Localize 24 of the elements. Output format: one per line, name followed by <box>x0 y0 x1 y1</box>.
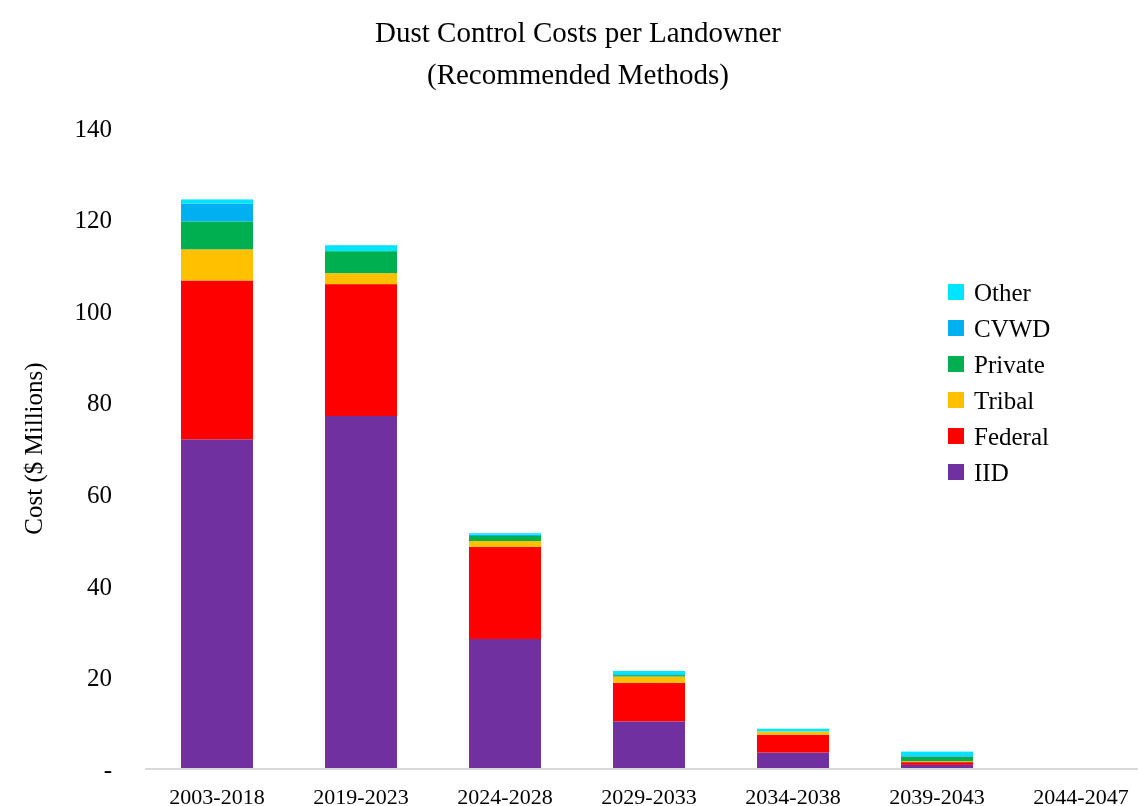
y-tick-label: 60 <box>87 481 112 509</box>
legend-label: IID <box>974 458 1009 486</box>
y-tick-label: 120 <box>74 206 112 234</box>
y-tick-label: - <box>103 755 112 783</box>
x-tick-label: 2039-2043 <box>889 784 985 806</box>
x-tick-label: 2034-2038 <box>745 784 841 806</box>
y-tick-label: 100 <box>74 297 112 325</box>
x-tick-label: 2029-2033 <box>601 784 697 806</box>
legend-label: Tribal <box>974 386 1035 414</box>
x-tick-label: 2024-2028 <box>457 784 553 806</box>
y-tick-label: 80 <box>87 389 112 417</box>
legend-label: CVWD <box>974 314 1051 342</box>
legend-label: Other <box>974 278 1032 306</box>
y-axis-title: Cost ($ Millions) <box>20 362 48 535</box>
legend-label: Federal <box>974 422 1050 450</box>
x-tick-label: 2003-2018 <box>169 784 265 806</box>
y-tick-label: 20 <box>87 664 112 692</box>
y-tick-label: 40 <box>87 572 112 600</box>
x-tick-label: 2044-2047 <box>1033 784 1129 806</box>
chart-title: Dust Control Costs per Landowner <box>375 16 782 48</box>
chart-subtitle: (Recommended Methods) <box>426 58 730 91</box>
y-tick-label: 140 <box>74 114 112 142</box>
x-tick-label: 2019-2023 <box>313 784 409 806</box>
legend-label: Private <box>974 350 1045 378</box>
